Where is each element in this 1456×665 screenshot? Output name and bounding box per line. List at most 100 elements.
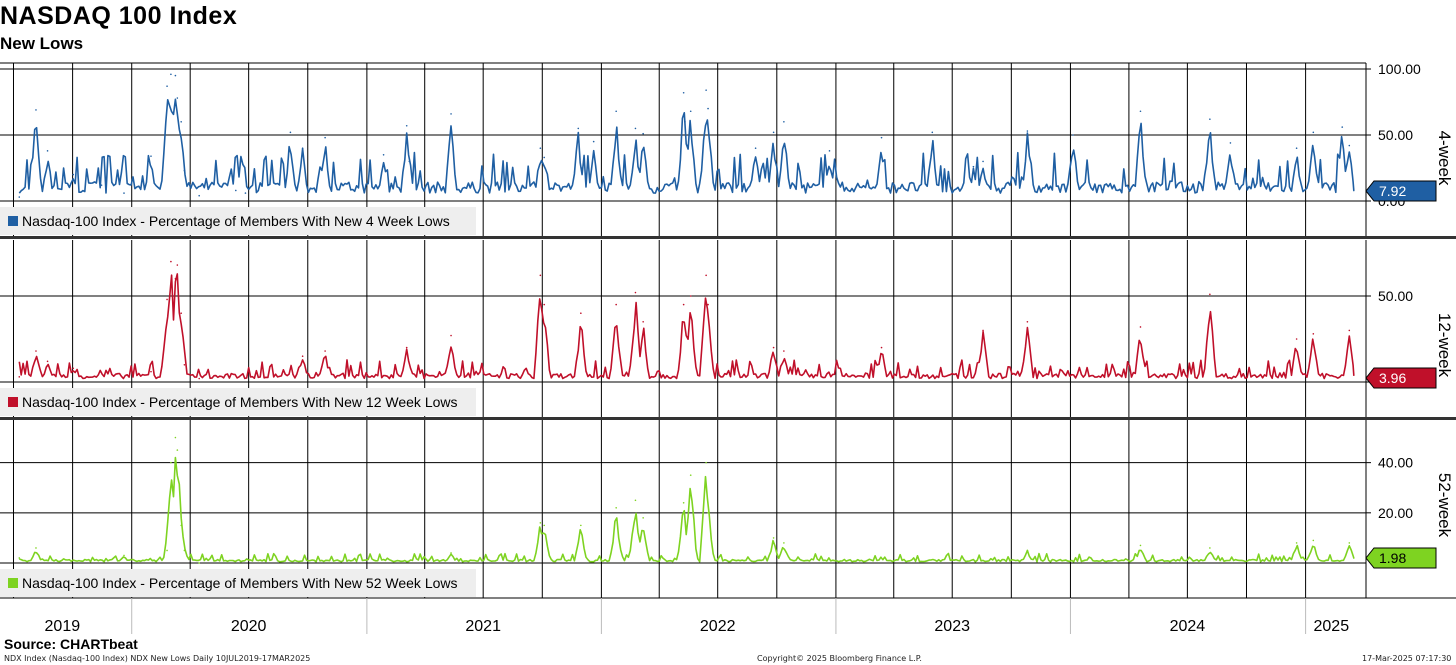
data-point <box>642 132 644 135</box>
y-tick-label: 40.00 <box>1378 455 1413 471</box>
data-point <box>1348 542 1351 544</box>
data-point <box>174 436 177 439</box>
data-point <box>1352 557 1355 559</box>
data-point <box>1026 549 1029 552</box>
legend-label: Nasdaq-100 Index - Percentage of Members… <box>22 213 450 229</box>
data-point <box>183 549 186 552</box>
data-point <box>689 110 692 113</box>
panel-label: 12-week <box>1435 313 1454 378</box>
data-point <box>166 85 168 87</box>
data-point <box>46 150 49 152</box>
data-point <box>170 461 172 464</box>
data-point <box>615 303 617 306</box>
data-point <box>46 360 49 363</box>
data-point <box>1139 326 1142 328</box>
data-point <box>176 97 179 99</box>
panel-separator <box>0 236 1456 239</box>
data-point <box>1312 333 1315 335</box>
data-point <box>783 121 785 123</box>
panel-label: 52-week <box>1435 473 1454 538</box>
data-point <box>682 303 685 306</box>
data-point <box>634 291 637 294</box>
data-point <box>705 274 707 277</box>
data-point <box>198 562 200 564</box>
data-point <box>301 355 304 358</box>
data-point <box>198 194 200 197</box>
data-point <box>1341 126 1344 128</box>
data-point <box>1026 130 1029 132</box>
data-point <box>772 346 775 349</box>
y-tick-label: 20.00 <box>1378 505 1413 521</box>
data-point <box>783 542 785 544</box>
data-point <box>244 192 247 194</box>
y-tick-label: 100.00 <box>1378 61 1421 77</box>
page-subtitle: New Lows <box>0 34 84 53</box>
legend-box <box>0 569 476 597</box>
data-point <box>170 260 172 263</box>
data-point <box>408 160 411 163</box>
data-point <box>1352 374 1355 376</box>
source-note: Source: CHARTbeat <box>4 636 138 652</box>
data-point <box>150 370 152 373</box>
panel-label: 4-week <box>1435 131 1454 186</box>
data-point <box>450 113 452 115</box>
data-point <box>1139 110 1142 113</box>
data-point <box>1312 131 1315 134</box>
data-point <box>754 147 757 149</box>
data-point <box>634 499 637 502</box>
data-point <box>577 127 580 130</box>
data-point <box>880 346 883 349</box>
data-point <box>682 501 685 504</box>
data-point <box>539 147 542 149</box>
data-point <box>642 517 644 519</box>
data-point <box>783 350 785 352</box>
data-point <box>972 165 975 168</box>
data-point <box>1026 321 1029 323</box>
data-point <box>1295 542 1298 544</box>
data-point <box>18 376 21 378</box>
last-value-badge <box>1365 547 1437 569</box>
data-point <box>18 557 21 559</box>
data-point <box>982 329 984 332</box>
copyright-note: Copyright© 2025 Bloomberg Finance L.P. <box>757 654 922 663</box>
data-point <box>682 91 685 94</box>
data-point <box>772 537 775 539</box>
data-point <box>405 346 408 349</box>
data-point <box>72 367 75 370</box>
data-point <box>1295 338 1298 340</box>
data-point <box>580 167 583 169</box>
data-point <box>176 449 179 451</box>
data-point <box>72 173 75 176</box>
data-point <box>580 312 582 315</box>
data-point <box>931 131 934 134</box>
data-point <box>1072 134 1074 136</box>
data-point <box>705 461 707 464</box>
data-point <box>180 121 182 123</box>
data-point <box>880 136 883 139</box>
legend-label: Nasdaq-100 Index - Percentage of Members… <box>22 575 458 591</box>
data-point <box>382 154 385 156</box>
data-point <box>174 74 177 77</box>
data-point <box>35 109 37 111</box>
data-point <box>828 150 831 152</box>
data-point <box>539 274 542 277</box>
legend-label: Nasdaq-100 Index - Percentage of Members… <box>22 394 458 410</box>
panel-separator <box>0 417 1456 420</box>
last-value-label: 3.96 <box>1379 370 1406 386</box>
legend-swatch <box>8 578 18 588</box>
data-point <box>123 554 125 557</box>
data-point <box>689 295 692 297</box>
x-axis: 2019 2020 2021 2022 2023 2024 2025 <box>0 597 1456 635</box>
data-point <box>183 364 186 366</box>
y-tick-label: 50.00 <box>1378 127 1413 143</box>
data-point <box>35 350 37 352</box>
data-point <box>1348 329 1351 332</box>
data-point <box>543 524 546 527</box>
data-point <box>615 110 617 113</box>
data-point <box>180 524 182 527</box>
timestamp: 17-Mar-2025 07:17:30 <box>1362 654 1452 663</box>
last-value-label: 1.98 <box>1379 550 1406 566</box>
